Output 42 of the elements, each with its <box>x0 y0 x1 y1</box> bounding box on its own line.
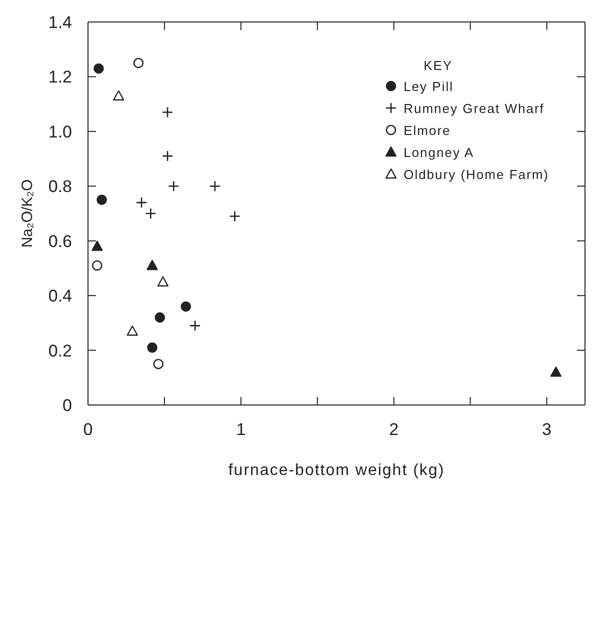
point <box>154 312 166 323</box>
point <box>209 180 221 192</box>
y-tick-label: 0 <box>62 396 72 416</box>
legend-label: Oldbury (Home Farm) <box>404 166 549 182</box>
legend-label: Ley Pill <box>404 78 454 94</box>
point <box>112 90 124 100</box>
point <box>189 320 201 332</box>
y-tick-label: 1.2 <box>48 68 72 87</box>
x-tick-label: 0 <box>83 420 93 440</box>
point <box>145 208 156 220</box>
y-tick-label: 0.2 <box>48 341 72 360</box>
x-tick-label: 2 <box>389 420 399 440</box>
y-tick-label: 0.6 <box>48 232 72 251</box>
point <box>153 358 164 370</box>
point <box>162 106 174 118</box>
point <box>147 342 158 353</box>
point <box>94 63 104 74</box>
x-tick-label: 3 <box>542 420 552 440</box>
point <box>126 326 138 336</box>
point <box>136 196 148 208</box>
point <box>92 240 103 251</box>
point <box>133 58 144 68</box>
point <box>180 301 192 312</box>
point <box>157 276 169 286</box>
legend-title: KEY <box>422 58 454 73</box>
y-tick-label: 0.4 <box>48 286 72 306</box>
point <box>162 150 174 162</box>
point <box>92 260 102 271</box>
legend-label: Rumney Great Wharf <box>404 100 544 116</box>
point <box>168 180 180 192</box>
point <box>550 366 562 377</box>
x-axis-title: furnace-bottom weight (kg) <box>228 462 445 479</box>
y-axis-title: Na₂O/K₂O <box>19 179 36 248</box>
point <box>146 260 158 270</box>
y-tick-label: 0.8 <box>48 177 72 196</box>
x-tick-label: 1 <box>236 420 246 440</box>
y-tick-label: 1.0 <box>48 122 72 142</box>
legend-label: Elmore <box>404 122 451 138</box>
point <box>229 210 240 222</box>
y-tick-label: 1.4 <box>48 13 72 32</box>
legend-label: Longney A <box>404 144 474 160</box>
point <box>96 194 107 205</box>
